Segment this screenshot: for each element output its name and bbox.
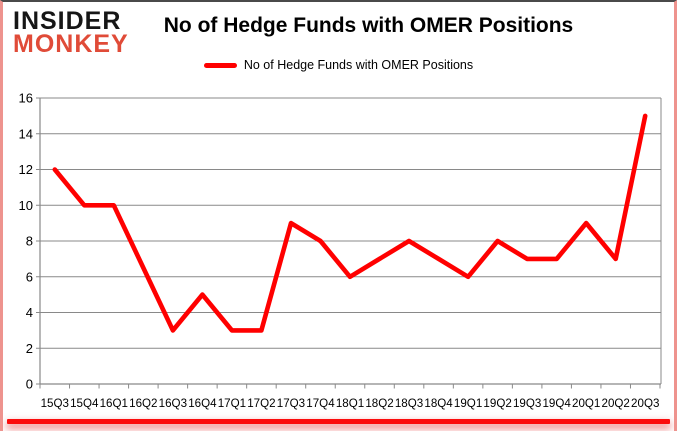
svg-text:10: 10 — [19, 198, 33, 213]
chart-title: No of Hedge Funds with OMER Positions — [163, 14, 574, 37]
svg-text:0: 0 — [26, 377, 33, 392]
chart-legend: No of Hedge Funds with OMER Positions — [3, 58, 674, 72]
y-gridlines — [40, 97, 661, 349]
tick-marks — [36, 97, 661, 389]
svg-text:19Q4: 19Q4 — [542, 397, 571, 410]
svg-text:16Q3: 16Q3 — [159, 397, 187, 410]
svg-text:2: 2 — [26, 341, 33, 356]
svg-text:17Q2: 17Q2 — [247, 397, 275, 410]
insider-monkey-logo: INSIDER MONKEY — [13, 7, 129, 58]
svg-text:12: 12 — [19, 162, 33, 177]
svg-text:18Q4: 18Q4 — [424, 397, 453, 410]
logo-line-insider: INSIDER — [13, 7, 122, 35]
svg-text:8: 8 — [26, 234, 33, 249]
x-tick-labels: 15Q3 15Q4 16Q1 16Q2 16Q3 16Q4 17Q1 17Q2 17Q3 17Q4… — [41, 397, 660, 410]
svg-text:17Q3: 17Q3 — [277, 397, 305, 410]
svg-text:16Q1: 16Q1 — [100, 397, 128, 410]
svg-text:15Q4: 15Q4 — [70, 397, 99, 410]
svg-text:17Q4: 17Q4 — [306, 397, 335, 410]
svg-text:16Q4: 16Q4 — [188, 397, 217, 410]
svg-text:17Q1: 17Q1 — [218, 397, 246, 410]
svg-text:14: 14 — [19, 126, 33, 141]
svg-text:19Q1: 19Q1 — [454, 397, 482, 410]
svg-text:15Q3: 15Q3 — [41, 397, 69, 410]
data-line — [52, 113, 648, 333]
legend-label: No of Hedge Funds with OMER Positions — [243, 58, 474, 72]
svg-text:19Q2: 19Q2 — [483, 397, 511, 410]
svg-text:19Q3: 19Q3 — [513, 397, 541, 410]
svg-text:20Q2: 20Q2 — [602, 397, 630, 410]
svg-text:18Q2: 18Q2 — [365, 397, 393, 410]
svg-text:6: 6 — [26, 269, 33, 284]
y-tick-labels: 0 2 4 6 8 10 12 14 16 — [19, 91, 33, 392]
legend-line-swatch-icon — [203, 62, 237, 68]
svg-text:16: 16 — [19, 91, 33, 106]
svg-text:4: 4 — [26, 305, 33, 320]
svg-text:18Q1: 18Q1 — [336, 397, 364, 410]
svg-text:20Q3: 20Q3 — [631, 397, 659, 410]
bottom-red-bar — [7, 419, 670, 424]
svg-text:18Q3: 18Q3 — [395, 397, 423, 410]
logo-line-monkey: MONKEY — [13, 30, 129, 58]
plot-area: 0 2 4 6 8 10 12 14 16 15Q3 15Q4 16Q1 16Q2 16Q3 16Q4 17Q… — [3, 2, 674, 431]
svg-text:16Q2: 16Q2 — [129, 397, 157, 410]
svg-text:20Q1: 20Q1 — [572, 397, 600, 410]
